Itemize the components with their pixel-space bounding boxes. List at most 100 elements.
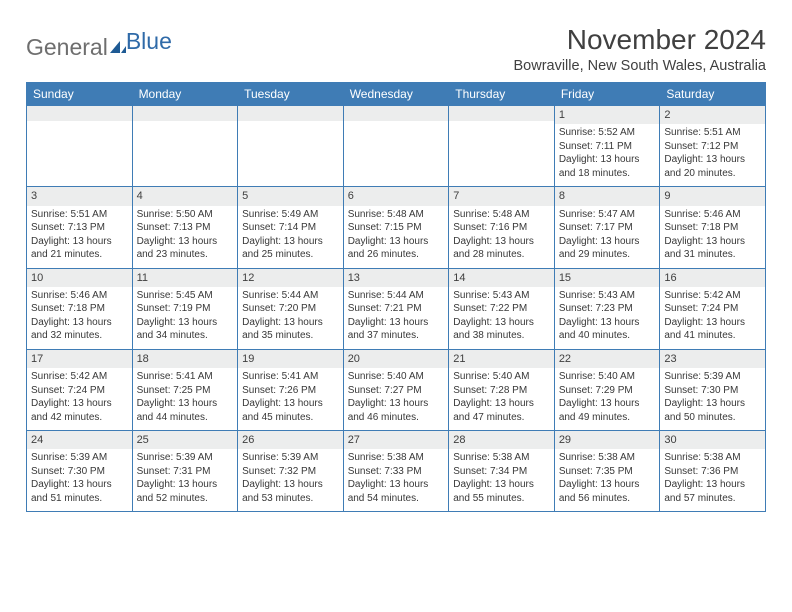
sunset-line: Sunset: 7:34 PM	[453, 465, 550, 479]
weekday-header: Saturday	[660, 83, 766, 106]
sunrise-line: Sunrise: 5:41 AM	[242, 370, 339, 384]
day-details: Sunrise: 5:46 AMSunset: 7:18 PMDaylight:…	[27, 287, 132, 349]
day-number: 22	[555, 350, 660, 368]
day-number: 19	[238, 350, 343, 368]
sunset-line: Sunset: 7:23 PM	[559, 302, 656, 316]
calendar-day: 6Sunrise: 5:48 AMSunset: 7:15 PMDaylight…	[343, 187, 449, 268]
day-details: Sunrise: 5:49 AMSunset: 7:14 PMDaylight:…	[238, 206, 343, 268]
sunrise-line: Sunrise: 5:40 AM	[559, 370, 656, 384]
calendar-page: General Blue November 2024 Bowraville, N…	[0, 0, 792, 512]
daylight-line: Daylight: 13 hours and 53 minutes.	[242, 478, 339, 505]
sunset-line: Sunset: 7:18 PM	[664, 221, 761, 235]
sunrise-line: Sunrise: 5:39 AM	[137, 451, 234, 465]
sunset-line: Sunset: 7:32 PM	[242, 465, 339, 479]
day-details: Sunrise: 5:46 AMSunset: 7:18 PMDaylight:…	[660, 206, 765, 268]
day-number	[27, 106, 132, 121]
calendar-day: 18Sunrise: 5:41 AMSunset: 7:25 PMDayligh…	[132, 349, 238, 430]
day-number: 3	[27, 187, 132, 205]
calendar-day: 19 Sunrise: 5:41 AMSunset: 7:26 PMDayligh…	[238, 349, 344, 430]
calendar-day: 10Sunrise: 5:46 AMSunset: 7:18 PMDayligh…	[27, 268, 133, 349]
sunrise-line: Sunrise: 5:40 AM	[348, 370, 445, 384]
sunset-line: Sunset: 7:13 PM	[31, 221, 128, 235]
sunrise-line: Sunrise: 5:52 AM	[559, 126, 656, 140]
sunset-line: Sunset: 7:11 PM	[559, 140, 656, 154]
calendar-day: 17Sunrise: 5:42 AMSunset: 7:24 PMDayligh…	[27, 349, 133, 430]
day-number: 10	[27, 269, 132, 287]
daylight-line: Daylight: 13 hours and 41 minutes.	[664, 316, 761, 343]
daylight-line: Daylight: 13 hours and 47 minutes.	[453, 397, 550, 424]
calendar-day: 15Sunrise: 5:43 AMSunset: 7:23 PMDayligh…	[554, 268, 660, 349]
calendar-day: 21Sunrise: 5:40 AMSunset: 7:28 PMDayligh…	[449, 349, 555, 430]
day-number: 28	[449, 431, 554, 449]
weekday-header: Sunday	[27, 83, 133, 106]
daylight-line: Daylight: 13 hours and 20 minutes.	[664, 153, 761, 180]
sunrise-line: Sunrise: 5:39 AM	[242, 451, 339, 465]
day-details: Sunrise: 5:41 AMSunset: 7:25 PMDaylight:…	[133, 368, 238, 430]
daylight-line: Daylight: 13 hours and 49 minutes.	[559, 397, 656, 424]
sunset-line: Sunset: 7:27 PM	[348, 384, 445, 398]
daylight-line: Daylight: 13 hours and 23 minutes.	[137, 235, 234, 262]
daylight-line: Daylight: 13 hours and 21 minutes.	[31, 235, 128, 262]
day-details	[449, 121, 554, 169]
sunrise-line: Sunrise: 5:43 AM	[453, 289, 550, 303]
sunrise-line: Sunrise: 5:43 AM	[559, 289, 656, 303]
day-details: Sunrise: 5:40 AMSunset: 7:28 PMDaylight:…	[449, 368, 554, 430]
weekday-header: Wednesday	[343, 83, 449, 106]
day-details: Sunrise: 5:51 AMSunset: 7:13 PMDaylight:…	[27, 206, 132, 268]
calendar-day: 16Sunrise: 5:42 AMSunset: 7:24 PMDayligh…	[660, 268, 766, 349]
daylight-line: Daylight: 13 hours and 54 minutes.	[348, 478, 445, 505]
sunrise-line: Sunrise: 5:38 AM	[559, 451, 656, 465]
logo-word-2-wrap: Blue	[108, 28, 172, 55]
day-details: Sunrise: 5:50 AMSunset: 7:13 PMDaylight:…	[133, 206, 238, 268]
daylight-line: Daylight: 13 hours and 38 minutes.	[453, 316, 550, 343]
sunrise-line: Sunrise: 5:44 AM	[242, 289, 339, 303]
day-details: Sunrise: 5:48 AMSunset: 7:16 PMDaylight:…	[449, 206, 554, 268]
logo-word-1: General	[26, 34, 108, 61]
calendar-day: 22Sunrise: 5:40 AMSunset: 7:29 PMDayligh…	[554, 349, 660, 430]
daylight-line: Daylight: 13 hours and 50 minutes.	[664, 397, 761, 424]
calendar-day: 1Sunrise: 5:52 AMSunset: 7:11 PMDaylight…	[554, 106, 660, 187]
day-details: Sunrise: 5:43 AMSunset: 7:22 PMDaylight:…	[449, 287, 554, 349]
daylight-line: Daylight: 13 hours and 25 minutes.	[242, 235, 339, 262]
day-number: 29	[555, 431, 660, 449]
day-details: Sunrise: 5:38 AMSunset: 7:36 PMDaylight:…	[660, 449, 765, 511]
sunset-line: Sunset: 7:20 PM	[242, 302, 339, 316]
sunset-line: Sunset: 7:21 PM	[348, 302, 445, 316]
daylight-line: Daylight: 13 hours and 40 minutes.	[559, 316, 656, 343]
calendar-day: 5Sunrise: 5:49 AMSunset: 7:14 PMDaylight…	[238, 187, 344, 268]
day-details: Sunrise: 5:43 AMSunset: 7:23 PMDaylight:…	[555, 287, 660, 349]
day-number: 18	[133, 350, 238, 368]
day-details: Sunrise: 5:40 AMSunset: 7:27 PMDaylight:…	[344, 368, 449, 430]
sunset-line: Sunset: 7:33 PM	[348, 465, 445, 479]
calendar-day: 11Sunrise: 5:45 AMSunset: 7:19 PMDayligh…	[132, 268, 238, 349]
sunset-line: Sunset: 7:35 PM	[559, 465, 656, 479]
calendar-day-empty	[449, 106, 555, 187]
day-number: 26	[238, 431, 343, 449]
calendar-day: 27Sunrise: 5:38 AMSunset: 7:33 PMDayligh…	[343, 431, 449, 512]
calendar-day: 20Sunrise: 5:40 AMSunset: 7:27 PMDayligh…	[343, 349, 449, 430]
day-number	[238, 106, 343, 121]
day-details: Sunrise: 5:44 AMSunset: 7:20 PMDaylight:…	[238, 287, 343, 349]
sunrise-line: Sunrise: 5:42 AM	[664, 289, 761, 303]
calendar-day: 4Sunrise: 5:50 AMSunset: 7:13 PMDaylight…	[132, 187, 238, 268]
calendar-day: 8Sunrise: 5:47 AMSunset: 7:17 PMDaylight…	[554, 187, 660, 268]
sunrise-line: Sunrise: 5:50 AM	[137, 208, 234, 222]
calendar-day: 7Sunrise: 5:48 AMSunset: 7:16 PMDaylight…	[449, 187, 555, 268]
daylight-line: Daylight: 13 hours and 28 minutes.	[453, 235, 550, 262]
day-number: 2	[660, 106, 765, 124]
sunset-line: Sunset: 7:14 PM	[242, 221, 339, 235]
calendar-day: 13Sunrise: 5:44 AMSunset: 7:21 PMDayligh…	[343, 268, 449, 349]
sunset-line: Sunset: 7:30 PM	[31, 465, 128, 479]
sunset-line: Sunset: 7:17 PM	[559, 221, 656, 235]
location: Bowraville, New South Wales, Australia	[513, 58, 766, 74]
daylight-line: Daylight: 13 hours and 45 minutes.	[242, 397, 339, 424]
calendar-day: 24Sunrise: 5:39 AMSunset: 7:30 PMDayligh…	[27, 431, 133, 512]
calendar-day: 30Sunrise: 5:38 AMSunset: 7:36 PMDayligh…	[660, 431, 766, 512]
day-details: Sunrise: 5:52 AMSunset: 7:11 PMDaylight:…	[555, 124, 660, 186]
calendar-week-row: 10Sunrise: 5:46 AMSunset: 7:18 PMDayligh…	[27, 268, 766, 349]
daylight-line: Daylight: 13 hours and 34 minutes.	[137, 316, 234, 343]
calendar-table: SundayMondayTuesdayWednesdayThursdayFrid…	[26, 82, 766, 512]
sunset-line: Sunset: 7:26 PM	[242, 384, 339, 398]
day-details: Sunrise: 5:38 AMSunset: 7:33 PMDaylight:…	[344, 449, 449, 511]
daylight-line: Daylight: 13 hours and 57 minutes.	[664, 478, 761, 505]
